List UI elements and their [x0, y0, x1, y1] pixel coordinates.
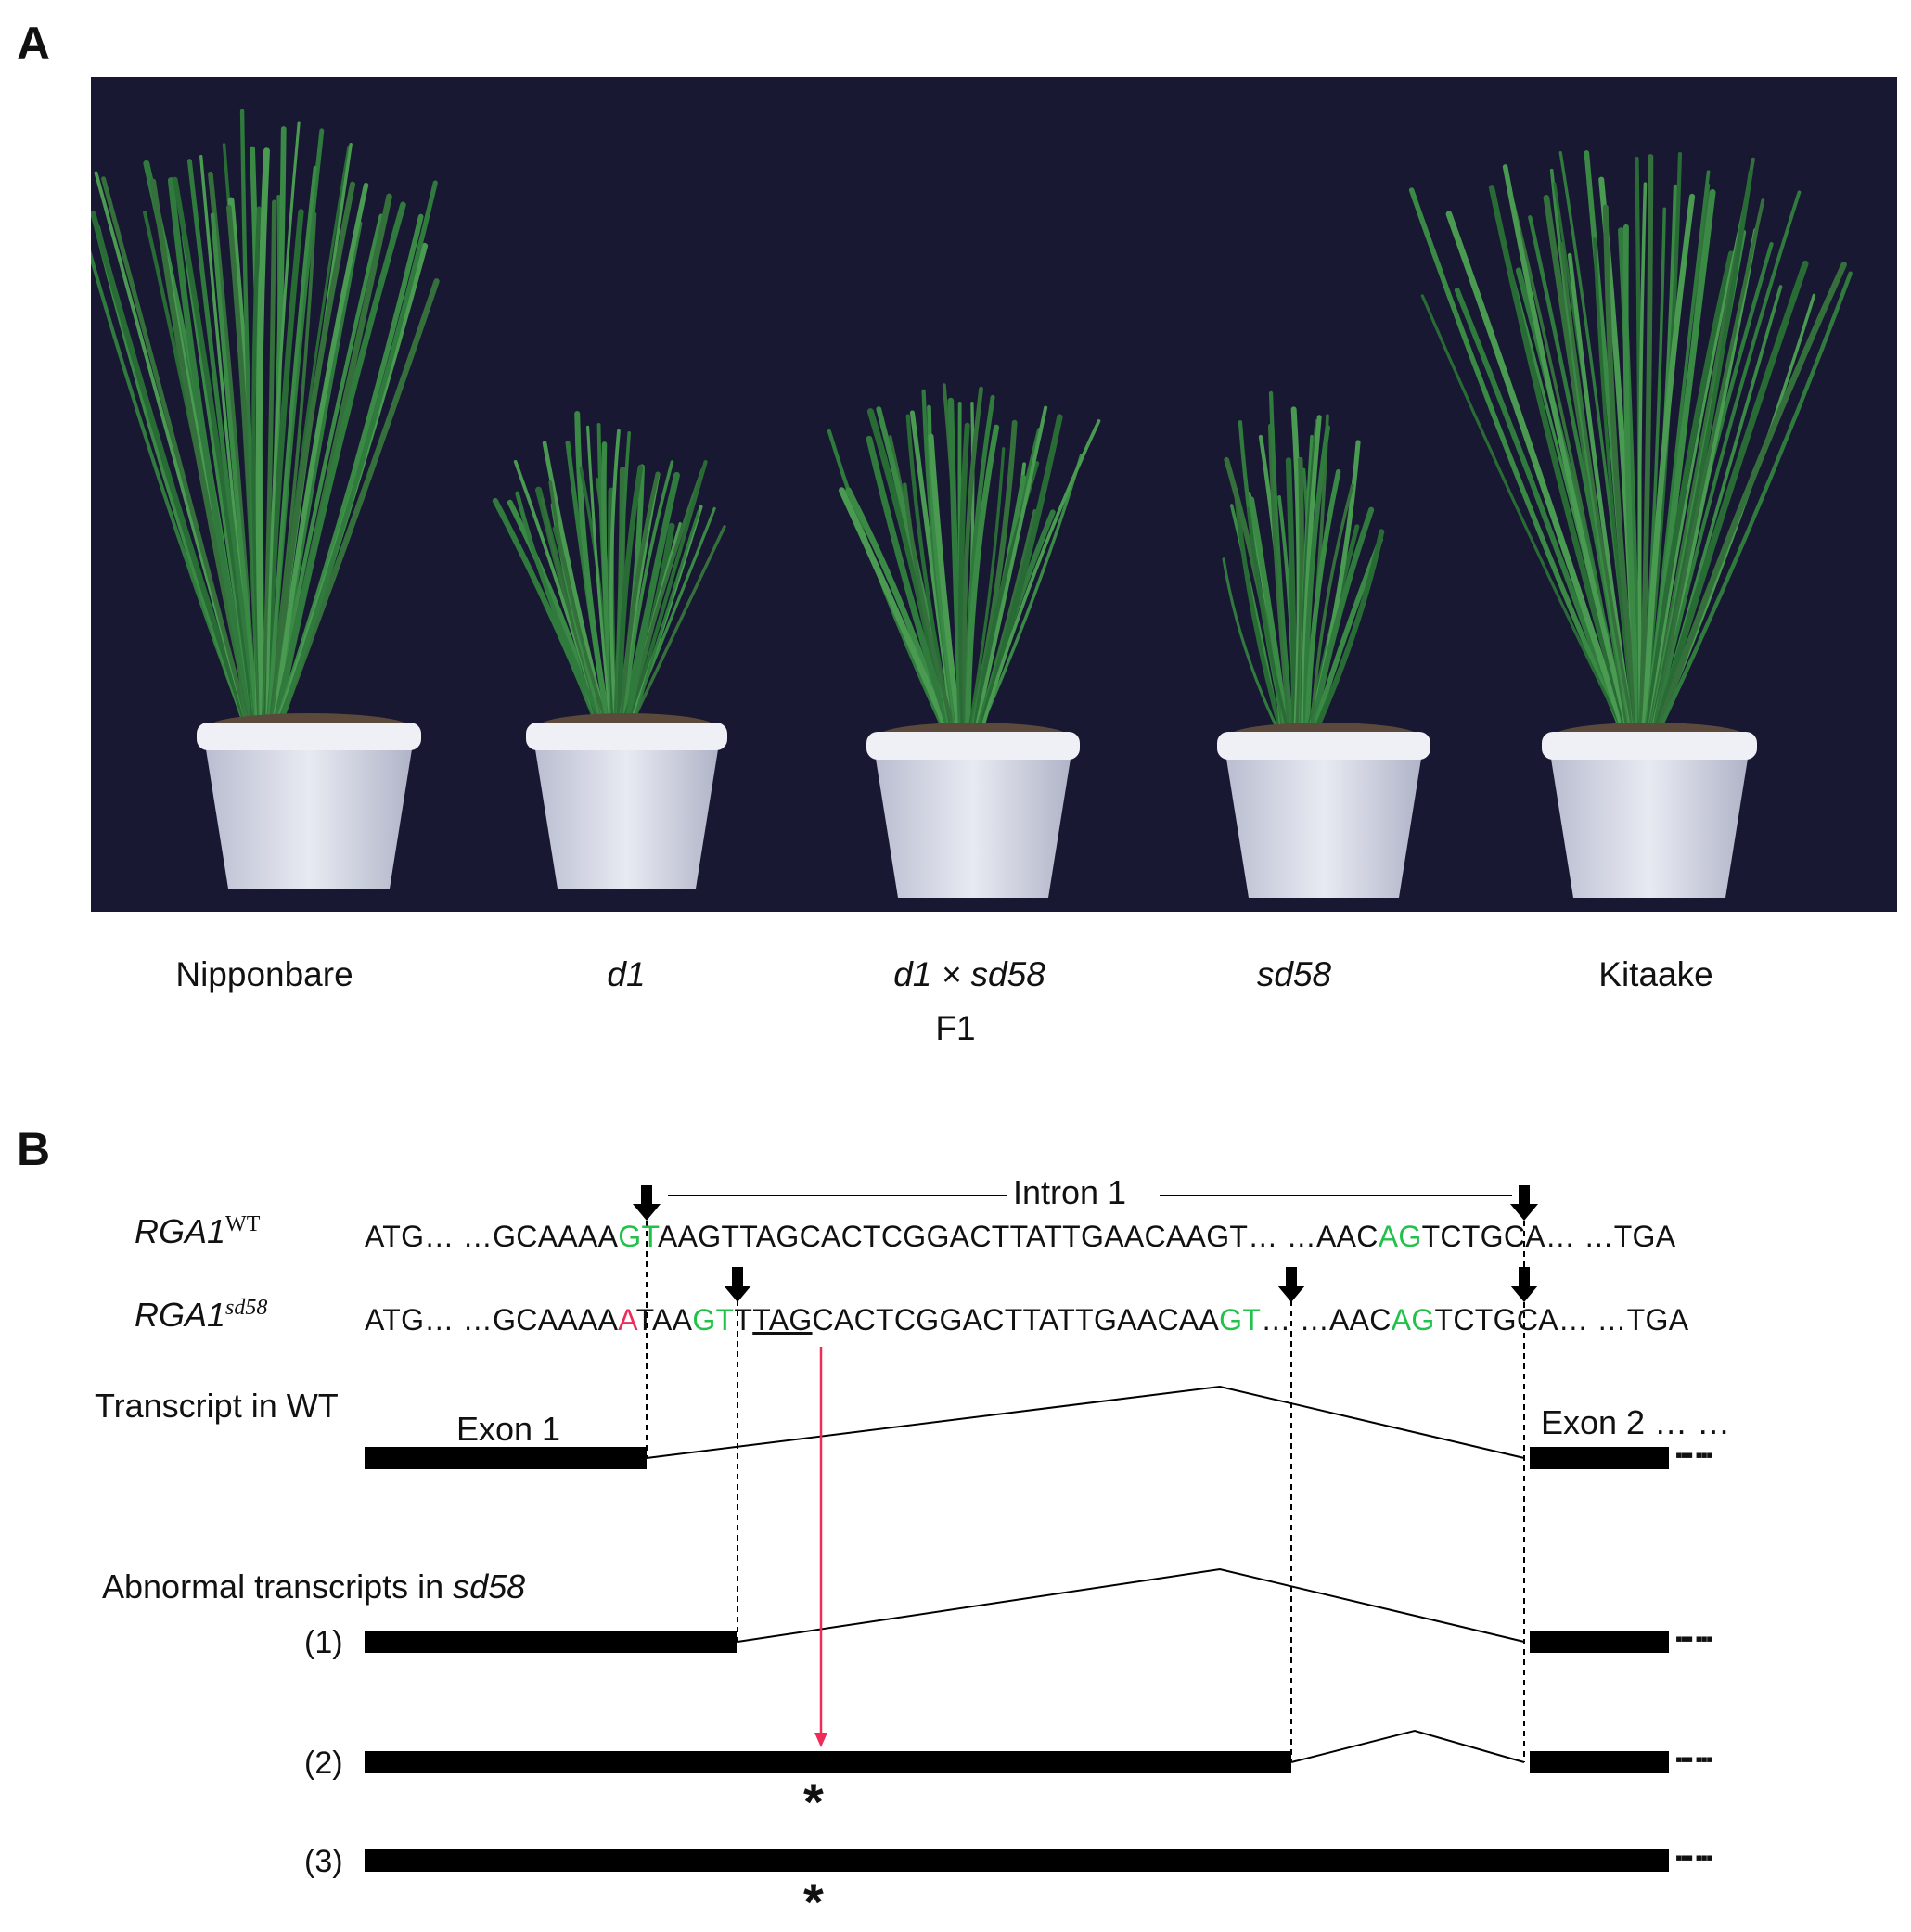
rice-plant [1217, 390, 1430, 898]
seq-mut-p3: TAA [635, 1303, 693, 1337]
plant-label-sd58: sd58 [1256, 955, 1332, 993]
rice-plant [91, 109, 440, 889]
seq-mut-p5: T [734, 1303, 753, 1337]
stop-marker-3: * [803, 1873, 824, 1931]
gene-name-wt: RGA1 [135, 1212, 226, 1250]
exon-bars [365, 1447, 1669, 1872]
gene-label-mut: RGA1sd58 [135, 1296, 267, 1335]
sequence-wt: ATG… …GCAAAAGTAAGTTAGCACTCGGACTTATTGAACA… [365, 1220, 1675, 1254]
gene-sup-mut: sd58 [225, 1296, 268, 1320]
seq-wt-p3: AAGTTAGCACTCGGACTTATTGAACAAGT… …AAC [657, 1220, 1379, 1253]
continuation-dots-1: ▪▪▪ ▪▪▪ [1675, 1627, 1713, 1650]
seq-mut-cryptic-donor: GT [1219, 1303, 1262, 1337]
seq-mut-new-donor: GT [692, 1303, 735, 1337]
transcript-number-1: (1) [304, 1625, 343, 1660]
f1-label: F1 [935, 1009, 976, 1047]
stop-marker-2: * [803, 1772, 824, 1831]
plant-label-kitaake: Kitaake [1598, 955, 1713, 993]
transcript-wt-label: Transcript in WT [95, 1387, 339, 1425]
gene-label-wt: RGA1WT [135, 1212, 260, 1251]
continuation-dots-3: ▪▪▪ ▪▪▪ [1675, 1846, 1713, 1869]
transcript-number-2: (2) [304, 1746, 343, 1781]
exon2-label: Exon 2 … … [1541, 1403, 1731, 1441]
rice-plant [1408, 150, 1853, 898]
continuation-dots-wt: ▪▪▪ ▪▪▪ [1675, 1443, 1713, 1466]
transcript-number-3: (3) [304, 1844, 343, 1879]
rice-plant [827, 383, 1101, 898]
seq-mut-p1: ATG… …GCAAAA [365, 1303, 619, 1337]
plant-label-nipponbare: Nipponbare [175, 955, 353, 993]
splice-site-arrows [633, 1185, 1538, 1302]
panel-label-b: B [17, 1123, 51, 1175]
intron-label: Intron 1 [1013, 1173, 1127, 1211]
rice-plant [492, 411, 727, 889]
seq-mut-p9: … …AAC [1261, 1303, 1392, 1337]
plant-photo [91, 77, 1897, 912]
gene-name-mut: RGA1 [135, 1296, 226, 1334]
plant-photo-drawing [91, 109, 1853, 898]
abnormal-prefix: Abnormal transcripts in [102, 1567, 454, 1606]
continuation-dots-2: ▪▪▪ ▪▪▪ [1675, 1747, 1713, 1771]
seq-mut-splice-acceptor: AG [1391, 1303, 1435, 1337]
abnormal-mutant: sd58 [453, 1567, 526, 1606]
seq-mut-stop-codon: TAG [752, 1303, 813, 1337]
abnormal-transcripts-label: Abnormal transcripts in sd58 [102, 1567, 525, 1606]
splicing-diagram [365, 1185, 1669, 1872]
seq-mut-mutation: A [618, 1303, 636, 1337]
gene-sup-wt: WT [225, 1212, 261, 1236]
plant-label-d1: d1 [607, 955, 646, 993]
exon1-label: Exon 1 [456, 1410, 561, 1448]
seq-mut-p7: CACTCGGACTTATTGAACAA [812, 1303, 1220, 1337]
seq-wt-p1: ATG… …GCAAAA [365, 1220, 619, 1253]
seq-wt-splice-acceptor: AG [1378, 1220, 1422, 1253]
sequence-mut: ATG… …GCAAAAATAAGTTTAGCACTCGGACTTATTGAAC… [365, 1303, 1688, 1337]
seq-wt-splice-donor: GT [618, 1220, 658, 1253]
plant-label-cross: d1 × sd58 [893, 955, 1045, 993]
panel-label-a: A [17, 18, 51, 70]
seq-mut-p11: TCTGCA… …TGA [1434, 1303, 1689, 1337]
seq-wt-p5: TCTGCA… …TGA [1421, 1220, 1676, 1253]
